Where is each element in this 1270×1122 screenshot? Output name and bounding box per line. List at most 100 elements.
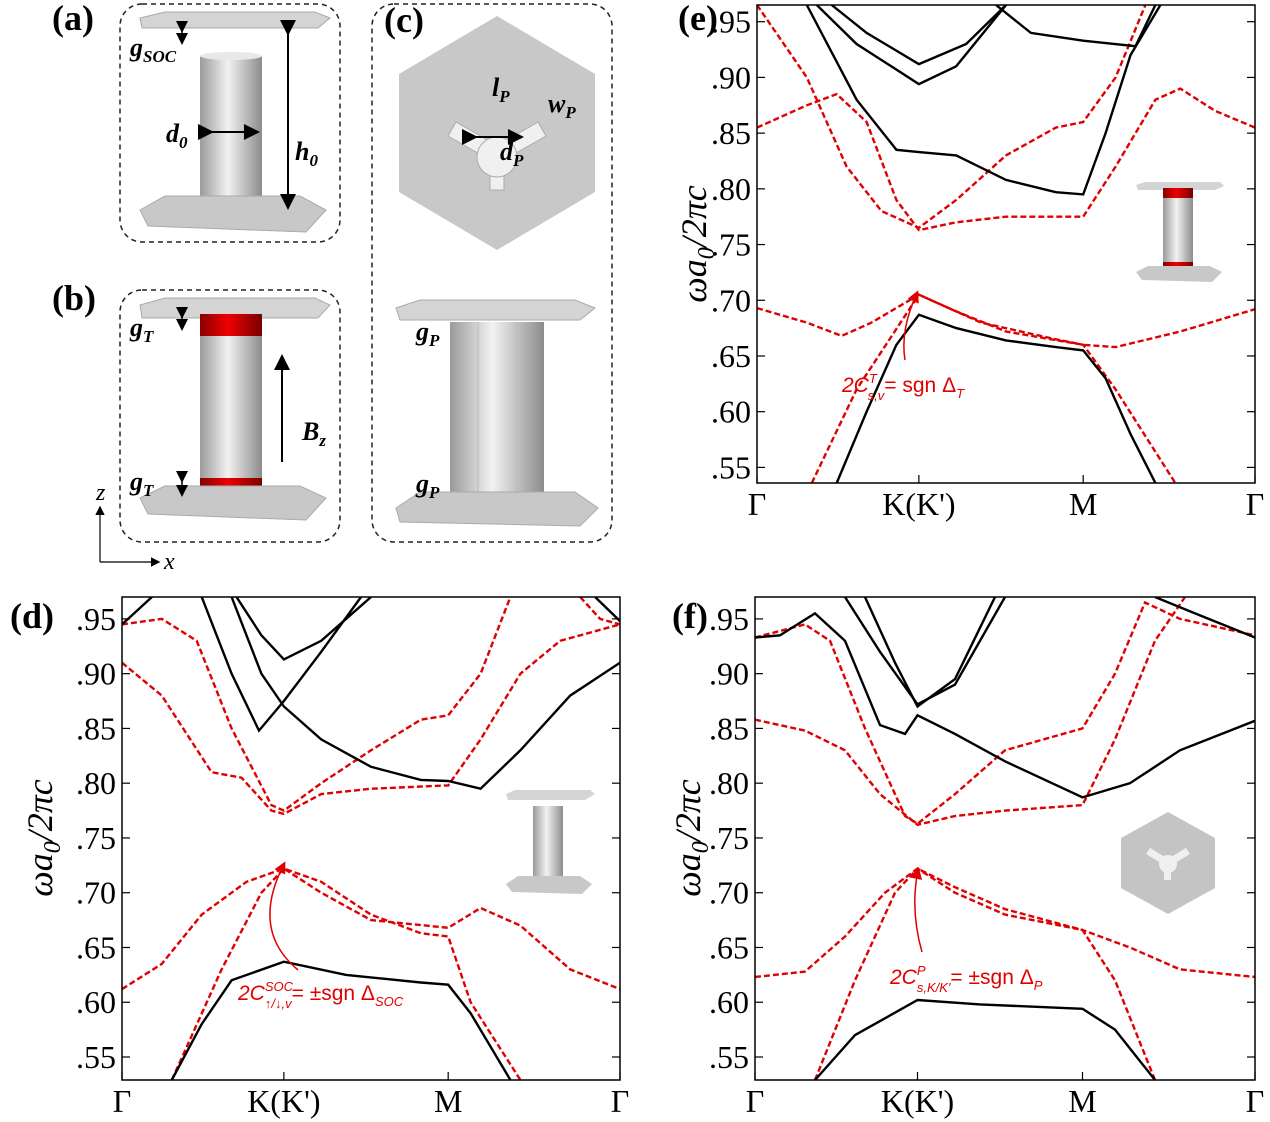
y-tick-label: .75: [709, 820, 749, 856]
y-tick-label: .80: [76, 765, 116, 801]
x-tick-label: Γ: [1246, 1083, 1265, 1119]
annotation-arrow: [269, 861, 299, 971]
x-tick-label: Γ: [1246, 486, 1265, 522]
annotation: 2CP s,K/K'= ±sgn ΔP: [889, 963, 1043, 995]
y-tick-label: .95: [709, 601, 749, 637]
band-plot: .55 .60 .65 .70 .75 .80 .85 .90 .95 Γ K(K') M Γ (d) ωa…: [10, 596, 629, 1119]
bottom-plate: [139, 195, 327, 233]
y-tick-label: .95: [711, 4, 751, 40]
bottom-plate: [395, 491, 599, 527]
axis-name: z: [95, 480, 106, 506]
inset-e: [1136, 182, 1224, 282]
band-curve: [755, 867, 1255, 979]
panel-a: (a) gSOC d0 h0: [52, 0, 341, 243]
band-curve: [863, 597, 997, 709]
pillar-top: [200, 52, 262, 60]
y-axis-label: ωa0/2πc: [20, 779, 66, 896]
panel-label: (f): [672, 596, 708, 636]
symbol: gP: [415, 469, 440, 502]
y-tick-label: .85: [76, 710, 116, 746]
band-curve: [1154, 597, 1255, 639]
band-curve: [170, 867, 522, 1080]
band-curve: [579, 597, 620, 626]
band-curve: [843, 597, 1007, 706]
annotation-arrow: [903, 290, 919, 361]
panel-frame: [371, 3, 613, 543]
band-curve: [594, 597, 620, 622]
band-curve: [995, 5, 1157, 48]
y-tick-label: .95: [76, 601, 116, 637]
band-curve: [200, 597, 362, 733]
pillar: [450, 322, 544, 494]
y-tick-label: .55: [76, 1039, 116, 1075]
band-curve: [170, 960, 512, 1080]
y-tick-label: .90: [711, 59, 751, 95]
band-curve: [835, 313, 1157, 483]
y-tick-label: .55: [711, 449, 751, 485]
y-tick-label: .70: [76, 875, 116, 911]
symbol: gT: [129, 467, 154, 500]
x-tick-label: Γ: [611, 1083, 630, 1119]
symbol: h0: [295, 137, 318, 170]
band-curve: [757, 5, 1147, 230]
band-plot: .55 .60 .65 .70 .75 .80 .85 .90 .95 Γ K(K') M Γ (f) ωa…: [668, 596, 1264, 1119]
y-tick-label: .85: [709, 710, 749, 746]
symbol: dP: [500, 137, 524, 170]
band-curve: [122, 867, 620, 991]
y-tick-label: .70: [709, 875, 749, 911]
x-tick-label: M: [434, 1083, 462, 1119]
top-view-hexagon: [399, 16, 595, 250]
y-tick-label: .75: [76, 820, 116, 856]
y-tick-label: .65: [76, 929, 116, 965]
symbol: wP: [548, 89, 576, 122]
band-curve: [805, 5, 1162, 196]
y-tick-label: .90: [76, 656, 116, 692]
band-curve: [122, 597, 153, 626]
annotation: 2CT s,v= sgn ΔT: [841, 371, 965, 403]
inset-d: [506, 790, 595, 894]
panel-label: (e): [678, 0, 718, 38]
y-tick-label: .55: [709, 1039, 749, 1075]
band-curve: [235, 597, 372, 661]
band-curve: [755, 597, 1186, 827]
band-curve: [810, 293, 1177, 483]
symbol: lP: [492, 73, 510, 106]
y-axis-label: ωa0/2πc: [668, 779, 714, 896]
y-tick-label: .90: [709, 656, 749, 692]
y-tick-label: .75: [711, 227, 751, 263]
x-tick-label: Γ: [748, 486, 767, 522]
panel-frame: [119, 289, 341, 543]
band-curve: [122, 597, 512, 812]
y-tick-label: .80: [711, 171, 751, 207]
symbol: gP: [415, 317, 440, 350]
magnetic-cap: [200, 314, 262, 336]
inset-f: [1121, 812, 1215, 914]
panel-label: (c): [384, 0, 424, 40]
top-plate: [139, 11, 331, 29]
top-plate: [395, 299, 596, 321]
y-tick-label: .65: [711, 338, 751, 374]
x-tick-label: K(K'): [882, 486, 955, 522]
y-tick-label: .60: [76, 984, 116, 1020]
axis-name: x: [163, 549, 175, 575]
y-tick-label: .85: [711, 115, 751, 151]
y-tick-label: .70: [711, 282, 751, 318]
panel-b: (b) gT gT Bz z x: [52, 278, 341, 575]
band-curve: [813, 867, 1157, 1080]
symbol: gSOC: [129, 33, 177, 66]
panel-c: (c) lP wP dP gP gP: [371, 0, 613, 543]
x-tick-label: K(K'): [881, 1083, 954, 1119]
y-tick-label: .80: [709, 765, 749, 801]
band-curve: [230, 597, 620, 791]
x-tick-label: M: [1068, 1083, 1096, 1119]
x-tick-label: M: [1069, 486, 1097, 522]
band-curve: [814, 998, 1156, 1080]
band-curve: [815, 5, 1007, 86]
band-plot: .55 .60 .65 .70 .75 .80 .85 .90 .95 Γ K(K') M Γ (e) ωa…: [674, 0, 1264, 522]
pillar: [200, 336, 262, 478]
x-tick-label: Γ: [746, 1083, 765, 1119]
panel-label: (b): [52, 278, 96, 318]
band-curve: [757, 87, 1255, 232]
band-curve: [830, 5, 1007, 66]
